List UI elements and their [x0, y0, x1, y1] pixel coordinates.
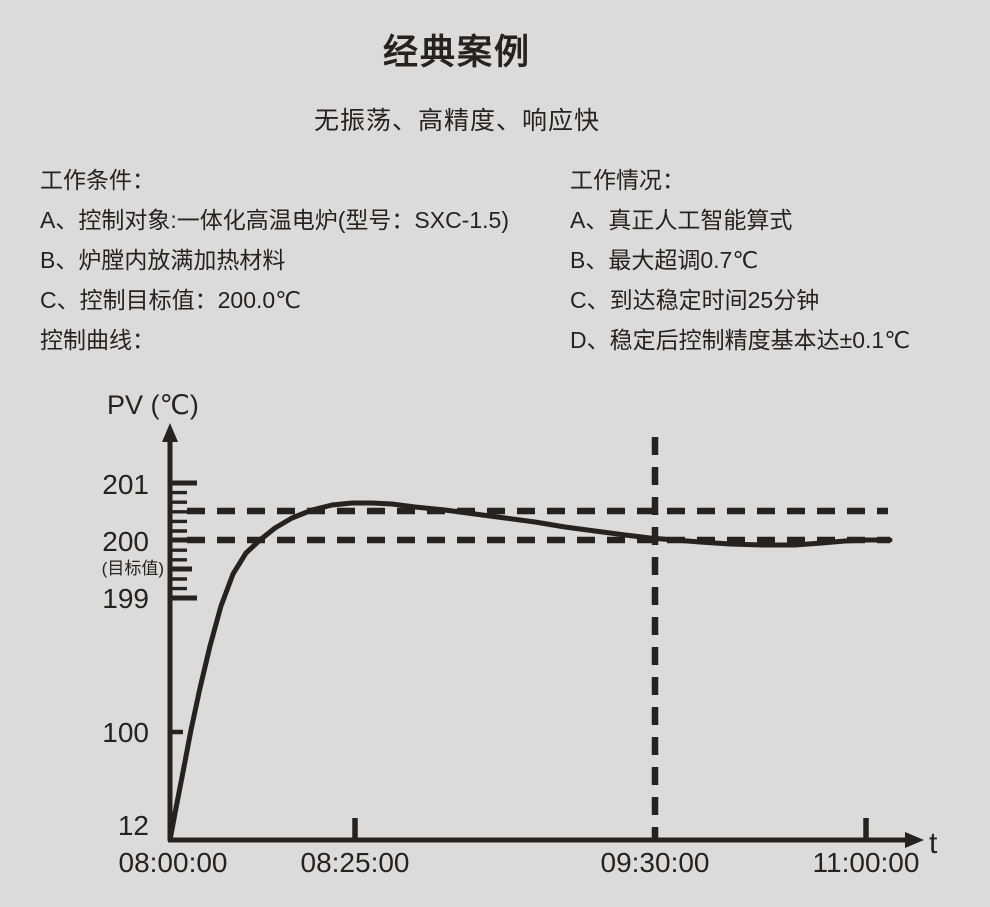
y-tick-label: 200: [102, 526, 149, 557]
pv-curve: [167, 500, 893, 843]
working-results-section: 工作情况： A、真正人工智能算式 B、最大超调0.7℃ C、到达稳定时间25分钟…: [570, 160, 910, 360]
y-axis-title: PV (℃): [107, 390, 199, 420]
page-subtitle: 无振荡、高精度、响应快: [313, 107, 600, 135]
result-item-c: C、到达稳定时间25分钟: [570, 287, 820, 313]
y-axis-arrow-icon: [162, 423, 178, 442]
result-item-a: A、真正人工智能算式: [570, 207, 793, 233]
x-tick-label: 11:00:00: [813, 847, 920, 878]
y-tick-label: 201: [102, 469, 149, 500]
chart-caption: 控制曲线：: [40, 327, 155, 353]
target-note-label: (目标值): [102, 559, 164, 578]
condition-item-b: B、炉膛内放满加热材料: [40, 247, 286, 273]
y-tick-label: 100: [102, 717, 149, 748]
condition-item-c: C、控制目标值：200.0℃: [40, 287, 301, 313]
condition-item-a: A、控制对象:一体化高温电炉(型号：SXC-1.5): [40, 207, 509, 233]
conditions-header: 工作条件：: [40, 167, 155, 193]
page-title: 经典案例: [382, 33, 531, 72]
x-tick-label: 08:25:00: [301, 847, 410, 878]
page-header: 经典案例 无振荡、高精度、响应快: [0, 24, 914, 137]
working-conditions-section: 工作条件： A、控制对象:一体化高温电炉(型号：SXC-1.5) B、炉膛内放满…: [40, 160, 509, 360]
result-item-b: B、最大超调0.7℃: [570, 247, 759, 273]
x-tick-label: 09:30:00: [601, 847, 710, 878]
y-tick-label: 12: [118, 810, 149, 841]
y-tick-label: 199: [102, 583, 149, 614]
results-header: 工作情况：: [570, 167, 685, 193]
x-axis-title: t: [929, 827, 938, 860]
x-tick-label: 08:00:00: [119, 847, 228, 878]
x-axis-arrow-icon: [905, 832, 924, 848]
result-item-d: D、稳定后控制精度基本达±0.1℃: [570, 327, 911, 353]
